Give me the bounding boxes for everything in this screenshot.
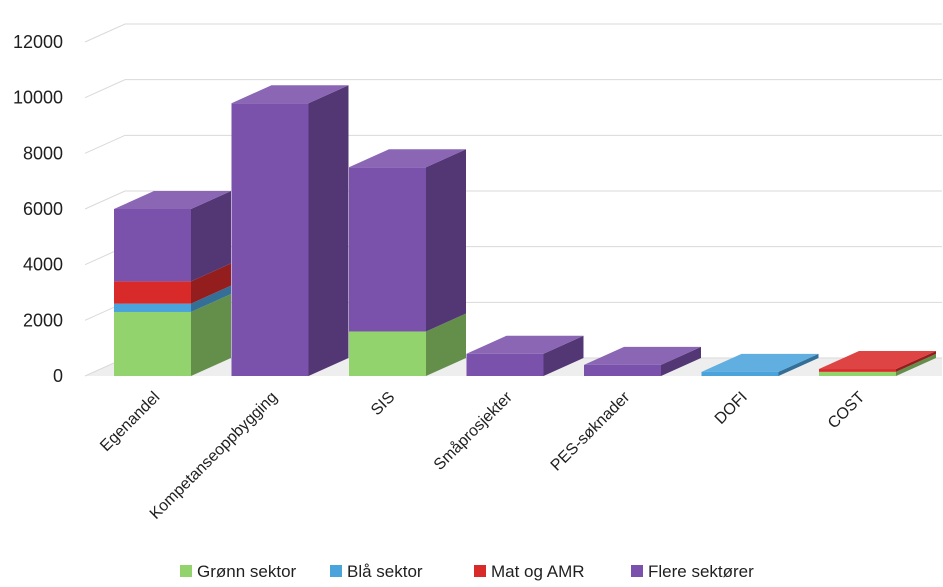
y-tick-label: 4000 xyxy=(23,255,63,275)
bar-segment xyxy=(114,293,231,376)
y-tick-label: 8000 xyxy=(23,143,63,163)
x-category-label: Egenandel xyxy=(97,389,163,455)
gridline xyxy=(84,23,942,43)
legend: Grønn sektor Blå sektor Mat og AMR Flere se… xyxy=(180,562,754,581)
bar-stack xyxy=(349,149,466,376)
legend-item: Grønn sektor xyxy=(180,562,297,581)
bar-side xyxy=(778,353,819,376)
bar-front xyxy=(819,371,896,376)
bar-front xyxy=(466,353,544,376)
y-tick-label: 2000 xyxy=(23,310,63,330)
bar-front xyxy=(819,369,896,372)
bar-side xyxy=(191,285,231,312)
bar-side xyxy=(426,313,466,376)
bar-top xyxy=(231,85,349,104)
bar-segment xyxy=(349,313,466,376)
bar-side xyxy=(896,351,936,372)
bar-top xyxy=(349,149,466,168)
bar-segment xyxy=(466,335,584,376)
bar-front xyxy=(349,331,426,376)
x-category-label: DOFI xyxy=(712,389,751,428)
bar-front xyxy=(114,281,191,304)
bar-segment xyxy=(114,285,231,312)
bar-segment xyxy=(231,85,349,376)
bar-top xyxy=(819,351,936,370)
bar-front xyxy=(231,103,309,376)
bar-side xyxy=(191,263,231,304)
legend-item: Mat og AMR xyxy=(474,562,585,581)
bar-side xyxy=(191,293,231,376)
x-category-label: Kompetanseoppbygging xyxy=(147,389,281,523)
bar-stack xyxy=(584,346,701,376)
gridline xyxy=(84,190,942,210)
bar-segment xyxy=(114,191,231,282)
bar-segment xyxy=(819,353,936,376)
bar-front xyxy=(584,364,661,376)
y-tick-label: 12000 xyxy=(13,32,63,52)
bar-front xyxy=(114,311,191,376)
legend-item: Blå sektor xyxy=(330,562,423,581)
bar-top xyxy=(466,335,584,354)
bar-segment xyxy=(701,353,819,376)
y-tick-label: 10000 xyxy=(13,88,63,108)
x-category-label: SIS xyxy=(368,389,398,419)
legend-label: Flere sektører xyxy=(648,562,754,581)
bar-stack xyxy=(701,353,819,376)
bar-stack xyxy=(231,85,349,376)
legend-label: Blå sektor xyxy=(347,562,423,581)
bar-segment xyxy=(114,263,231,304)
legend-swatch xyxy=(180,565,192,577)
bar-segment xyxy=(819,351,936,372)
bar-segment xyxy=(584,346,701,376)
bar-stack xyxy=(114,191,231,376)
bar-stack xyxy=(819,351,936,376)
x-category-label: COST xyxy=(825,389,869,433)
bar-top xyxy=(114,191,231,209)
y-axis-tick-labels: 0 2000 4000 6000 8000 10000 12000 xyxy=(13,32,63,386)
x-category-label: Småprosjekter xyxy=(430,388,516,474)
bar-top xyxy=(701,353,819,372)
y-tick-label: 6000 xyxy=(23,199,63,219)
bar-front xyxy=(701,371,779,376)
bar-side xyxy=(191,191,231,282)
legend-swatch xyxy=(631,565,643,577)
legend-item: Flere sektører xyxy=(631,562,754,581)
gridline xyxy=(84,79,942,99)
bars xyxy=(114,85,936,376)
bar-segment xyxy=(349,149,466,332)
gridline xyxy=(84,134,942,154)
bar-side xyxy=(543,335,584,376)
bar-front xyxy=(114,303,191,312)
legend-swatch xyxy=(474,565,486,577)
legend-label: Mat og AMR xyxy=(491,562,585,581)
bar-front xyxy=(114,209,191,282)
bar-side xyxy=(426,149,466,332)
bar-top xyxy=(584,346,701,365)
bar-front xyxy=(349,167,426,332)
x-category-label: PES-søknader xyxy=(548,388,634,474)
y-tick-label: 0 xyxy=(53,366,63,386)
bar-stack xyxy=(466,335,584,376)
legend-swatch xyxy=(330,565,342,577)
bar-side xyxy=(308,85,349,376)
bar-side xyxy=(896,353,936,376)
bar-side xyxy=(661,346,701,376)
legend-label: Grønn sektor xyxy=(197,562,297,581)
